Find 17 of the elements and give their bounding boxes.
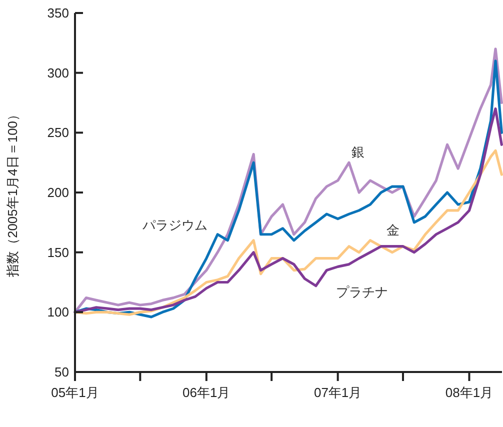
x-tick-label: 06年1月 [182,385,230,400]
y-tick-label: 350 [47,6,69,21]
y-tick-label: 300 [47,65,69,80]
y-tick-label: 250 [47,125,69,140]
series-label: 銀 [352,144,364,160]
x-tick-label: 08年1月 [445,385,494,400]
series-label: プラチナ [336,284,388,300]
line-series [74,107,503,314]
x-tick-label: 05年1月 [51,385,99,400]
series-label: パラジウム [142,218,208,233]
y-tick-label: 100 [47,304,69,320]
x-tick-label: 07年1月 [314,385,362,400]
y-tick-label: 200 [47,185,69,200]
y-tick-label: 150 [47,244,69,260]
y-tick-label: 50 [54,364,69,380]
series-label: 金 [386,222,400,238]
y-axis-title: 指数（2005年1月4日＝100） [5,108,20,278]
